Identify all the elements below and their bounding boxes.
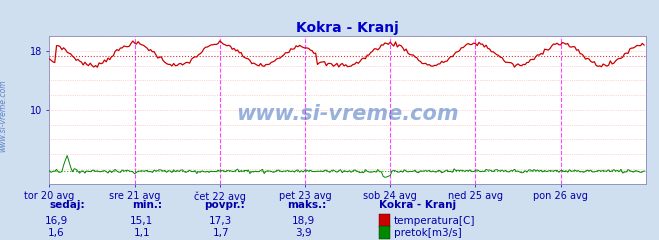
- Text: www.si-vreme.com: www.si-vreme.com: [237, 104, 459, 124]
- Text: 15,1: 15,1: [130, 216, 154, 226]
- Text: maks.:: maks.:: [287, 200, 326, 210]
- Text: 1,7: 1,7: [212, 228, 229, 238]
- Text: povpr.:: povpr.:: [204, 200, 245, 210]
- Title: Kokra - Kranj: Kokra - Kranj: [297, 21, 399, 35]
- Text: temperatura[C]: temperatura[C]: [394, 216, 476, 226]
- Text: 1,6: 1,6: [47, 228, 65, 238]
- Text: Kokra - Kranj: Kokra - Kranj: [379, 200, 456, 210]
- Text: min.:: min.:: [132, 200, 162, 210]
- Text: 18,9: 18,9: [291, 216, 315, 226]
- Text: sedaj:: sedaj:: [49, 200, 85, 210]
- Text: pretok[m3/s]: pretok[m3/s]: [394, 228, 462, 238]
- Text: 3,9: 3,9: [295, 228, 312, 238]
- Text: www.si-vreme.com: www.si-vreme.com: [0, 79, 8, 151]
- Text: 17,3: 17,3: [209, 216, 233, 226]
- Text: 16,9: 16,9: [44, 216, 68, 226]
- Text: 1,1: 1,1: [133, 228, 150, 238]
